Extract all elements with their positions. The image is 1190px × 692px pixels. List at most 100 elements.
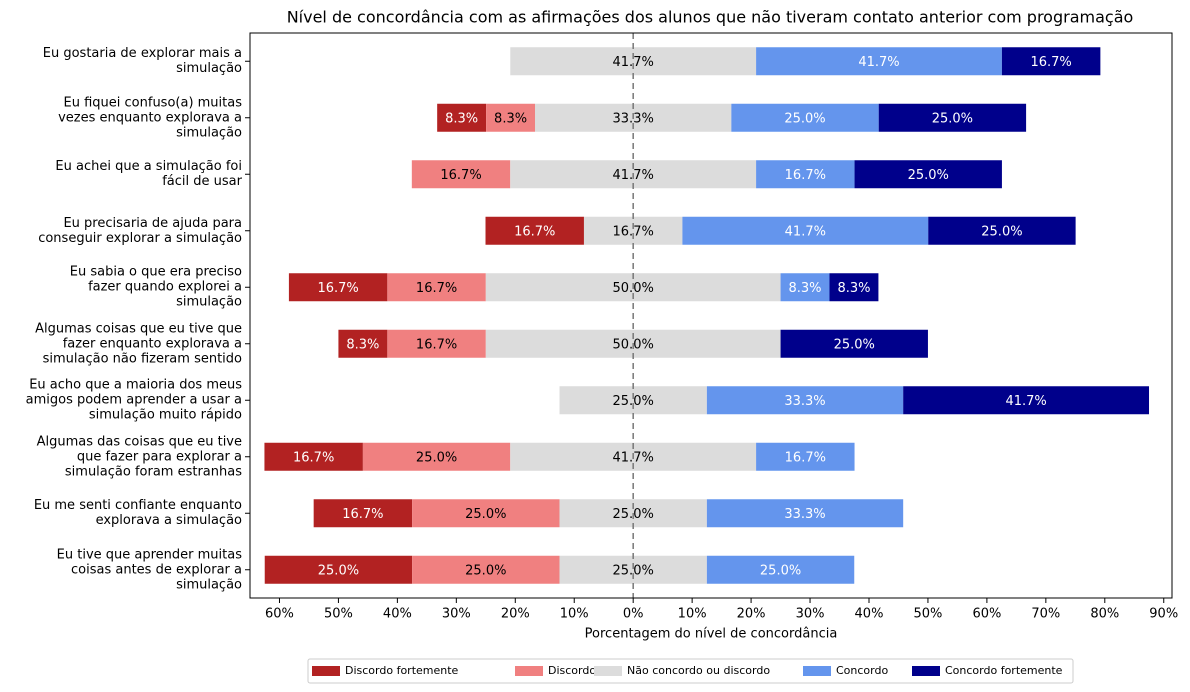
data-label: 41.7% [1005, 394, 1046, 409]
bar-segment [756, 160, 855, 189]
data-label: 33.3% [784, 394, 825, 409]
x-axis-label: Porcentagem do nível de concordância [585, 627, 838, 642]
bar-segment [928, 216, 1076, 245]
y-tick-label: Algumas das coisas que eu tive que fazer… [36, 434, 242, 480]
data-label: 16.7% [1030, 55, 1071, 70]
data-label: 25.0% [613, 394, 654, 409]
legend-swatch [803, 666, 831, 676]
data-label: 16.7% [416, 337, 457, 352]
x-tick-label: 50% [913, 607, 942, 622]
legend-label: Não concordo ou discordo [627, 664, 770, 677]
data-label: 41.7% [785, 224, 826, 239]
bar-segment [264, 442, 363, 471]
data-label: 8.3% [494, 111, 527, 126]
bar-segment [829, 273, 879, 302]
bar-segment [706, 555, 855, 584]
x-tick-label: 10% [678, 607, 707, 622]
y-tick-label: Eu tive que aprender muitas coisas antes… [56, 547, 242, 593]
data-label: 25.0% [465, 563, 506, 578]
bar-segment [411, 160, 511, 189]
x-tick-label: 10% [560, 607, 589, 622]
x-tick-label: 0% [623, 607, 644, 622]
bar-segment [387, 329, 486, 358]
x-tick-label: 50% [324, 607, 353, 622]
legend-label: Concordo fortemente [945, 664, 1063, 677]
bar-segment [903, 386, 1150, 415]
data-label: 33.3% [784, 507, 825, 522]
bar-segment [437, 103, 487, 132]
x-tick-label: 80% [1090, 607, 1119, 622]
legend-swatch [515, 666, 543, 676]
bar-segment [780, 329, 928, 358]
x-tick-label: 30% [442, 607, 471, 622]
data-label: 16.7% [342, 507, 383, 522]
bar-segment [780, 273, 830, 302]
bar-segment [559, 386, 707, 415]
data-label: 41.7% [613, 55, 654, 70]
x-tick-label: 90% [1149, 607, 1178, 622]
legend-label: Discordo [548, 664, 596, 677]
bar-segment [706, 386, 904, 415]
bar-segment [485, 216, 584, 245]
legend-label: Discordo fortemente [345, 664, 459, 677]
legend-label: Concordo [836, 664, 888, 677]
data-label: 16.7% [514, 224, 555, 239]
y-tick-label: Eu gostaria de explorar mais a simulação [42, 46, 242, 77]
x-tick-label: 40% [855, 607, 884, 622]
bar-segment [756, 442, 855, 471]
x-tick-label: 70% [1031, 607, 1060, 622]
bar-segment [313, 499, 413, 528]
y-tick-label: Eu acho que a maioria dos meus amigos po… [25, 377, 242, 423]
data-label: 25.0% [760, 563, 801, 578]
data-label: 16.7% [785, 168, 826, 183]
data-label: 8.3% [837, 281, 870, 296]
bar-segment [412, 499, 560, 528]
x-tick-label: 60% [265, 607, 294, 622]
legend-swatch [594, 666, 622, 676]
data-label: 16.7% [317, 281, 358, 296]
data-label: 25.0% [416, 450, 457, 465]
data-label: 8.3% [789, 281, 822, 296]
y-tick-label: Eu fiquei confuso(a) muitas vezes enquan… [58, 95, 242, 141]
chart-title: Nível de concordância com as afirmações … [287, 8, 1134, 27]
x-tick-label: 20% [737, 607, 766, 622]
bar-segment [510, 47, 757, 76]
bar-segment [731, 103, 879, 132]
data-label: 25.0% [613, 563, 654, 578]
y-tick-label: Algumas coisas que eu tive que fazer enq… [35, 321, 242, 367]
data-label: 25.0% [318, 563, 359, 578]
data-label: 8.3% [445, 111, 478, 126]
x-tick-label: 40% [383, 607, 412, 622]
plot-frame [249, 32, 1173, 599]
bar-segment [1001, 47, 1101, 76]
bar-segment [288, 273, 388, 302]
data-label: 25.0% [908, 168, 949, 183]
legend-swatch [912, 666, 940, 676]
bar-segment [486, 103, 536, 132]
bar-segment [362, 442, 511, 471]
legend-swatch [312, 666, 340, 676]
data-label: 16.7% [440, 168, 481, 183]
data-label: 25.0% [834, 337, 875, 352]
bar-segment [682, 216, 929, 245]
bar-segment [706, 499, 904, 528]
data-label: 16.7% [293, 450, 334, 465]
data-label: 25.0% [981, 224, 1022, 239]
bar-segment [756, 47, 1002, 76]
data-label: 25.0% [465, 507, 506, 522]
y-tick-label: Eu sabia o que era preciso fazer quando … [69, 264, 242, 310]
data-label: 8.3% [346, 337, 379, 352]
y-tick-label: Eu me senti confiante enquanto explorava… [33, 498, 242, 529]
bar-segment [387, 273, 486, 302]
bar-segment [583, 216, 683, 245]
x-tick-label: 60% [972, 607, 1001, 622]
bar-segment [338, 329, 388, 358]
data-label: 25.0% [932, 111, 973, 126]
bar-segment [264, 555, 413, 584]
x-tick-label: 20% [501, 607, 530, 622]
data-label: 25.0% [784, 111, 825, 126]
legend: Discordo fortemente Discordo Não concordo … [307, 658, 1074, 684]
data-label: 16.7% [416, 281, 457, 296]
